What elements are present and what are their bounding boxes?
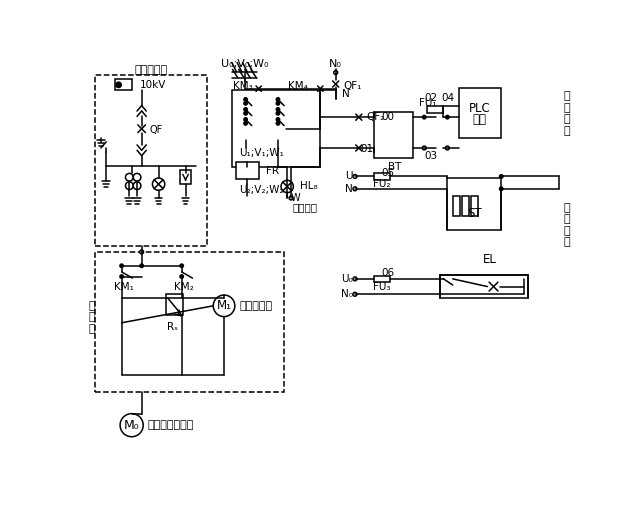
Text: KM₄: KM₄ bbox=[288, 81, 308, 91]
Text: U: U bbox=[345, 172, 353, 181]
Text: 03: 03 bbox=[424, 151, 437, 161]
Text: N₀: N₀ bbox=[329, 59, 342, 69]
Circle shape bbox=[116, 82, 121, 87]
Text: BT: BT bbox=[388, 162, 402, 172]
Text: 传动电动机: 传动电动机 bbox=[239, 301, 273, 311]
Circle shape bbox=[276, 121, 280, 125]
Text: 液
温
检
测: 液 温 检 测 bbox=[563, 91, 570, 136]
Bar bbox=[471, 196, 478, 216]
Circle shape bbox=[120, 264, 124, 268]
Text: U₁;V₁;W₁: U₁;V₁;W₁ bbox=[239, 148, 284, 158]
Text: KM₃: KM₃ bbox=[233, 81, 253, 91]
Circle shape bbox=[244, 118, 247, 121]
Circle shape bbox=[353, 187, 357, 190]
Circle shape bbox=[244, 121, 247, 125]
Text: N: N bbox=[345, 184, 353, 194]
Bar bbox=[374, 112, 413, 158]
Text: 电源: 电源 bbox=[473, 113, 486, 126]
Text: QF₁: QF₁ bbox=[344, 81, 362, 90]
Circle shape bbox=[422, 146, 426, 150]
Bar bbox=[115, 79, 132, 90]
Circle shape bbox=[140, 264, 143, 268]
Bar bbox=[374, 173, 390, 179]
Text: KM₂: KM₂ bbox=[174, 281, 194, 292]
Circle shape bbox=[140, 250, 143, 254]
Circle shape bbox=[180, 264, 184, 268]
Text: 10kV: 10kV bbox=[140, 80, 166, 90]
Text: W: W bbox=[291, 193, 300, 203]
Text: 01: 01 bbox=[360, 144, 373, 154]
Bar bbox=[452, 196, 460, 216]
Bar bbox=[374, 276, 390, 282]
Text: U₂;V₂;W₂: U₂;V₂;W₂ bbox=[239, 185, 284, 195]
Bar bbox=[232, 90, 320, 167]
Bar bbox=[166, 294, 183, 315]
Circle shape bbox=[422, 115, 426, 119]
Circle shape bbox=[244, 112, 247, 115]
Circle shape bbox=[276, 98, 280, 101]
Circle shape bbox=[353, 175, 357, 178]
Text: QF₂: QF₂ bbox=[367, 112, 385, 122]
Circle shape bbox=[445, 115, 449, 119]
Bar bbox=[236, 162, 259, 179]
Circle shape bbox=[442, 277, 445, 280]
Text: 棒磨机主电动机: 棒磨机主电动机 bbox=[147, 420, 193, 430]
Text: EL: EL bbox=[483, 253, 497, 266]
Circle shape bbox=[500, 187, 503, 190]
Text: KM₁: KM₁ bbox=[114, 281, 134, 292]
Bar bbox=[440, 275, 528, 298]
Circle shape bbox=[244, 98, 247, 101]
Circle shape bbox=[276, 112, 280, 115]
Text: FU₁: FU₁ bbox=[419, 99, 437, 108]
Circle shape bbox=[353, 277, 357, 281]
Bar bbox=[447, 178, 501, 230]
Text: FR: FR bbox=[266, 166, 280, 176]
Circle shape bbox=[244, 108, 247, 111]
Text: FU₂: FU₂ bbox=[373, 179, 390, 189]
Circle shape bbox=[451, 277, 454, 280]
Circle shape bbox=[445, 146, 449, 150]
Text: 00: 00 bbox=[381, 112, 394, 122]
Text: Rₛ: Rₛ bbox=[167, 322, 178, 332]
Text: FU₃: FU₃ bbox=[373, 281, 390, 292]
Circle shape bbox=[289, 196, 293, 200]
Circle shape bbox=[276, 108, 280, 111]
Text: 高压开关柜: 高压开关柜 bbox=[134, 65, 168, 75]
Circle shape bbox=[334, 71, 338, 75]
Text: QF: QF bbox=[149, 125, 163, 135]
Circle shape bbox=[353, 292, 357, 296]
Bar bbox=[459, 88, 501, 138]
Text: U₀;V₀;W₀: U₀;V₀;W₀ bbox=[221, 59, 269, 69]
Circle shape bbox=[500, 175, 503, 178]
Text: M₁: M₁ bbox=[216, 299, 232, 312]
Bar bbox=[95, 252, 284, 392]
Circle shape bbox=[244, 102, 247, 105]
Text: 液
阻
柜: 液 阻 柜 bbox=[88, 301, 95, 334]
Text: ST: ST bbox=[467, 207, 482, 220]
Bar bbox=[462, 196, 469, 216]
Bar bbox=[180, 170, 191, 184]
Text: PLC: PLC bbox=[469, 102, 491, 115]
Text: N: N bbox=[342, 89, 349, 99]
Text: HL₈: HL₈ bbox=[300, 181, 317, 190]
Circle shape bbox=[120, 275, 124, 278]
Circle shape bbox=[180, 275, 184, 278]
Text: 电源指示: 电源指示 bbox=[292, 202, 317, 212]
Bar bbox=[428, 106, 443, 113]
Text: 04: 04 bbox=[442, 93, 454, 103]
Circle shape bbox=[276, 102, 280, 105]
Text: 02: 02 bbox=[424, 93, 437, 103]
Text: 06: 06 bbox=[381, 269, 395, 278]
Text: 05: 05 bbox=[381, 168, 395, 178]
Circle shape bbox=[276, 118, 280, 121]
Text: M₀: M₀ bbox=[124, 419, 140, 432]
Text: N₀: N₀ bbox=[340, 289, 353, 299]
Text: 柜
内
照
明: 柜 内 照 明 bbox=[563, 203, 570, 247]
Text: U₀: U₀ bbox=[341, 274, 353, 284]
Bar bbox=[95, 75, 207, 246]
